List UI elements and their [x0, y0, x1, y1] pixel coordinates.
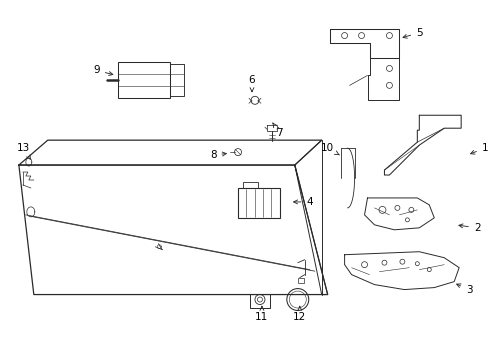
- FancyBboxPatch shape: [238, 188, 279, 218]
- Circle shape: [408, 207, 413, 212]
- Text: 8: 8: [209, 150, 226, 160]
- Text: 11: 11: [255, 306, 268, 323]
- Circle shape: [254, 294, 264, 305]
- Text: 2: 2: [458, 223, 479, 233]
- Circle shape: [399, 259, 404, 264]
- Text: 5: 5: [402, 28, 422, 38]
- Circle shape: [381, 260, 386, 265]
- Circle shape: [414, 262, 419, 266]
- Circle shape: [427, 268, 430, 272]
- Circle shape: [289, 291, 305, 308]
- Circle shape: [386, 32, 392, 39]
- Circle shape: [361, 262, 367, 268]
- Circle shape: [386, 82, 392, 88]
- Text: 7: 7: [272, 123, 283, 138]
- Circle shape: [250, 96, 259, 104]
- Text: 4: 4: [293, 197, 312, 207]
- Circle shape: [234, 149, 241, 156]
- Circle shape: [405, 218, 408, 222]
- Circle shape: [358, 32, 364, 39]
- Circle shape: [341, 32, 347, 39]
- Text: 6: 6: [248, 75, 255, 91]
- Circle shape: [378, 206, 385, 213]
- FancyBboxPatch shape: [297, 278, 303, 283]
- Text: 1: 1: [470, 143, 488, 154]
- Circle shape: [286, 289, 308, 310]
- Circle shape: [257, 297, 262, 302]
- Circle shape: [386, 66, 392, 71]
- Circle shape: [291, 293, 303, 306]
- Circle shape: [394, 206, 399, 210]
- Text: 12: 12: [293, 306, 306, 323]
- Text: 10: 10: [321, 143, 339, 155]
- FancyBboxPatch shape: [118, 62, 170, 98]
- Text: 13: 13: [17, 143, 30, 159]
- Text: 9: 9: [93, 66, 113, 76]
- Text: 3: 3: [456, 284, 471, 294]
